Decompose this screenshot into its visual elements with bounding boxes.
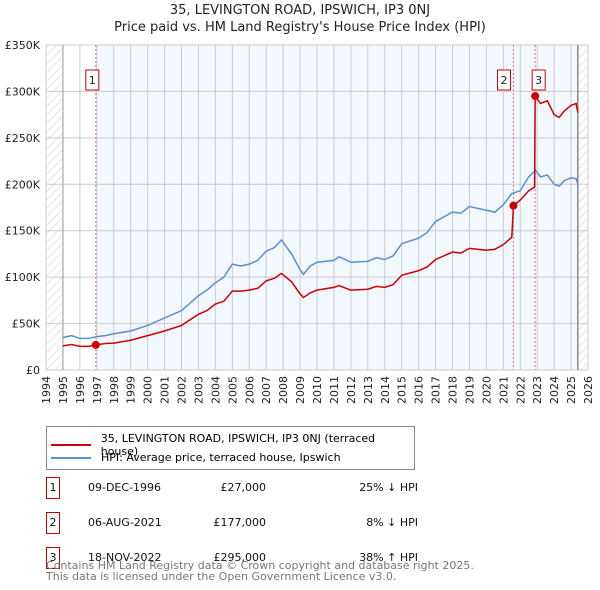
sale-point — [91, 340, 100, 349]
sale-price: £295,000 — [213, 551, 267, 564]
x-tick-label: 2013 — [362, 376, 375, 404]
x-tick-label: 1996 — [74, 376, 87, 404]
x-tick-label: 2012 — [345, 376, 358, 404]
x-tick-label: 2000 — [142, 376, 155, 404]
x-tick-label: 1995 — [57, 376, 70, 404]
x-tick-label: 2003 — [192, 376, 205, 404]
sale-marker-label: 3 — [535, 74, 542, 87]
no-data-hatch-right — [577, 45, 588, 370]
y-tick-label: £50K — [12, 318, 41, 331]
x-tick-label: 2024 — [548, 376, 561, 404]
x-tick-label: 1994 — [40, 376, 53, 404]
chart-subtitle: Price paid vs. HM Land Registry's House … — [114, 20, 486, 35]
hpi-line — [62, 169, 579, 340]
no-data-hatch-left — [46, 45, 63, 370]
x-tick-label: 2025 — [565, 376, 578, 404]
sale-point — [509, 201, 518, 210]
sale-hpi-diff: 25% ↓ HPI — [359, 481, 418, 494]
y-tick-label: £250K — [5, 132, 41, 145]
sale-price: £27,000 — [220, 481, 267, 494]
sale-marker-box — [531, 69, 546, 91]
legend-label-property: 35, LEVINGTON ROAD, IPSWICH, IP3 0NJ (te… — [100, 432, 376, 458]
sale-date: 06-AUG-2021 — [88, 516, 162, 529]
y-tick-label: £300K — [5, 85, 41, 98]
sale-marker-box: 3 — [46, 547, 60, 569]
y-tick-label: £350K — [5, 39, 41, 52]
legend-label-hpi: HPI: Average price, terraced house, Ipsw… — [101, 451, 341, 464]
x-tick-label: 2007 — [260, 376, 273, 404]
y-tick-label: £150K — [5, 225, 41, 238]
x-tick-label: 2006 — [243, 376, 256, 404]
legend: 35, LEVINGTON ROAD, IPSWICH, IP3 0NJ (te… — [46, 426, 415, 470]
x-tick-label: 2023 — [531, 376, 544, 404]
x-tick-label: 2026 — [582, 376, 595, 404]
sale-hpi-diff: 38% ↑ HPI — [359, 551, 418, 564]
x-tick-label: 2014 — [379, 376, 392, 404]
x-tick-label: 2008 — [277, 376, 290, 404]
sale-price: £177,000 — [213, 516, 267, 529]
x-tick-label: 2016 — [413, 376, 426, 404]
sale-point — [531, 92, 540, 101]
x-tick-label: 2015 — [396, 376, 409, 404]
ownership-shading — [95, 45, 578, 370]
x-tick-label: 1997 — [91, 376, 104, 404]
x-tick-label: 2011 — [328, 376, 341, 404]
x-tick-label: 2001 — [159, 376, 172, 404]
x-tick-label: 2004 — [209, 376, 222, 404]
x-tick-label: 2022 — [514, 376, 527, 404]
x-tick-label: 2009 — [294, 376, 307, 404]
y-tick-label: £100K — [5, 271, 41, 284]
y-tick-label: £200K — [5, 178, 41, 191]
sale-marker-box: 2 — [46, 512, 60, 534]
chart-title: 35, LEVINGTON ROAD, IPSWICH, IP3 0NJ — [169, 3, 431, 18]
footer-line-2: This data is licensed under the Open Gov… — [46, 570, 397, 583]
sale-marker-box — [85, 69, 100, 91]
x-tick-label: 2017 — [430, 376, 443, 404]
x-tick-label: 2002 — [176, 376, 189, 404]
sale-hpi-diff: 8% ↓ HPI — [366, 516, 418, 529]
footer-line-1: Contains HM Land Registry data © Crown c… — [46, 559, 474, 572]
x-tick-label: 2021 — [497, 376, 510, 404]
footer: Contains HM Land Registry data © Crown c… — [46, 560, 474, 582]
x-tick-label: 1999 — [125, 376, 138, 404]
legend-swatch-hpi — [51, 456, 91, 459]
x-tick-label: 2010 — [311, 376, 324, 404]
property-price-line — [62, 93, 579, 348]
x-tick-label: 2018 — [447, 376, 460, 404]
y-tick-label: £0 — [26, 364, 40, 377]
sale-marker-label: 2 — [500, 74, 507, 87]
sale-date: 09-DEC-1996 — [88, 481, 162, 494]
x-tick-label: 2019 — [463, 376, 476, 404]
x-tick-label: 1998 — [108, 376, 121, 404]
sale-marker-box — [496, 69, 511, 91]
sale-marker-label: 1 — [89, 74, 96, 87]
sale-marker-box: 1 — [46, 477, 60, 499]
x-tick-label: 2005 — [226, 376, 239, 404]
legend-swatch-property — [51, 444, 91, 446]
plot-area: 1994 1995 1996 1997 1998 1999 2000 2001 2002 2003… — [5, 39, 595, 404]
sale-date: 18-NOV-2022 — [88, 551, 162, 564]
x-tick-label: 2020 — [480, 376, 493, 404]
